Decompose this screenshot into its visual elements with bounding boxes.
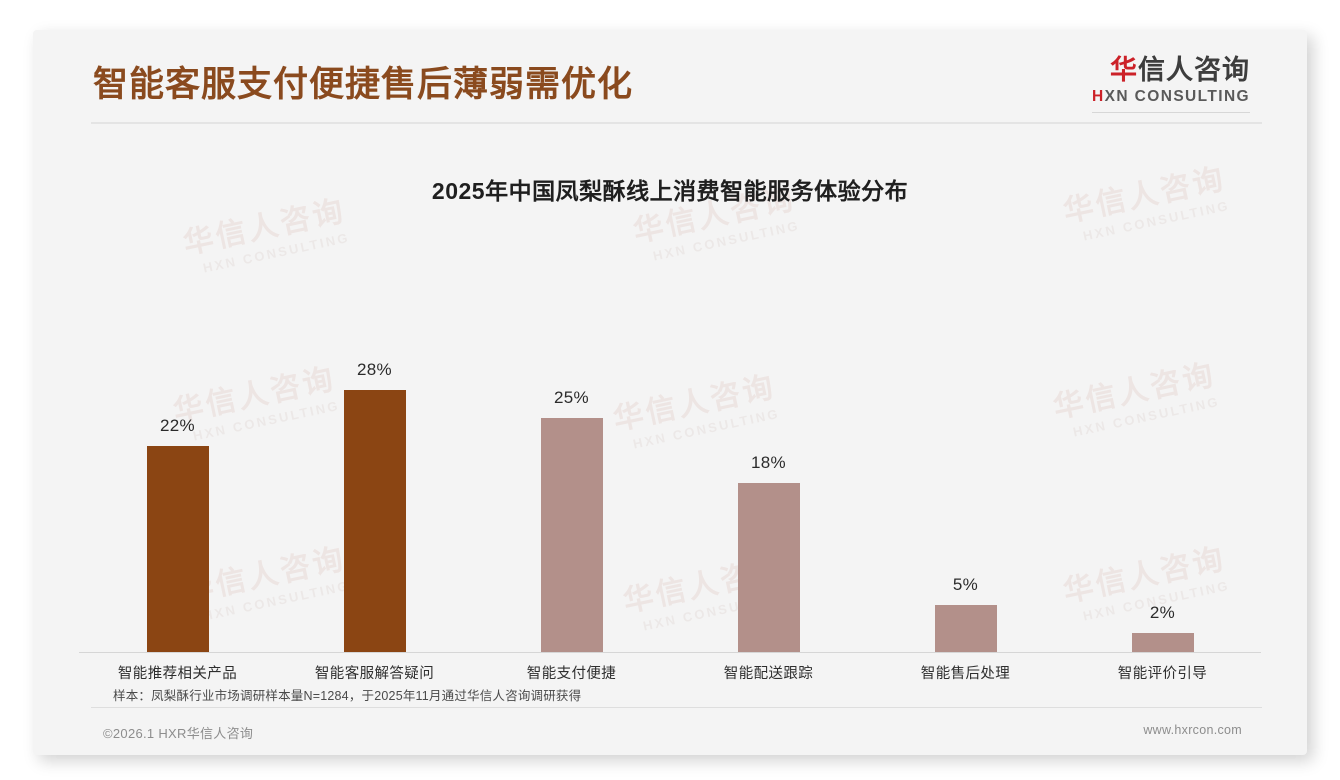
bar-column: 25% bbox=[473, 226, 670, 652]
x-axis-label: 智能配送跟踪 bbox=[723, 666, 814, 682]
bar-value-label: 18% bbox=[751, 453, 786, 472]
bar-series: 22% 28% 25% 18% 5% bbox=[79, 226, 1261, 652]
header-divider bbox=[91, 122, 1262, 124]
logo-en-rest: XN CONSULTING bbox=[1104, 88, 1250, 106]
x-axis-label: 智能推荐相关产品 bbox=[117, 666, 238, 682]
brand-logo: 华信人咨询 HXN CONSULTING bbox=[1092, 56, 1250, 114]
logo-chinese-text: 华信人咨询 bbox=[1092, 56, 1250, 84]
x-axis-labels: 智能推荐相关产品 智能客服解答疑问 智能支付便捷 智能配送跟踪 智能售后处理 智… bbox=[79, 662, 1261, 683]
bar-value-label: 25% bbox=[554, 388, 589, 407]
footer-divider bbox=[91, 707, 1262, 708]
bar-column: 22% bbox=[79, 226, 276, 652]
bar-chart-plot: 22% 28% 25% 18% 5% bbox=[79, 226, 1261, 682]
bar-column: 5% bbox=[867, 226, 1064, 652]
bar-column: 18% bbox=[670, 226, 867, 652]
logo-underline bbox=[1092, 112, 1250, 114]
logo-en-accent: H bbox=[1092, 88, 1105, 106]
bar-value-label: 28% bbox=[357, 360, 392, 379]
chart-title: 2025年中国凤梨酥线上消费智能服务体验分布 bbox=[431, 178, 909, 204]
bar-value-label: 5% bbox=[952, 575, 979, 594]
bar-rect[interactable] bbox=[540, 418, 603, 652]
website-url[interactable]: www.hxrcon.com bbox=[1143, 723, 1242, 737]
bar-rect[interactable] bbox=[737, 483, 800, 652]
sample-footnote: 样本：凤梨酥行业市场调研样本量N=1284，于2025年11月通过华信人咨询调研… bbox=[113, 689, 582, 703]
bar-rect[interactable] bbox=[343, 390, 406, 652]
bar-rect[interactable] bbox=[146, 446, 209, 652]
x-axis-label: 智能评价引导 bbox=[1117, 666, 1208, 682]
slide-card: 华信人咨询 HXN CONSULTING 华信人咨询 HXN CONSULTIN… bbox=[33, 30, 1307, 755]
x-axis-label: 智能支付便捷 bbox=[526, 666, 617, 682]
slide-footer: ©2026.1 HXR华信人咨询 www.hxrcon.com bbox=[33, 715, 1307, 755]
bar-column: 2% bbox=[1064, 226, 1261, 652]
page-title: 智能客服支付便捷售后薄弱需优化 bbox=[93, 65, 634, 104]
logo-english-text: HXN CONSULTING bbox=[1092, 88, 1250, 106]
logo-cn-accent: 华 bbox=[1110, 55, 1138, 85]
bar-value-label: 22% bbox=[160, 416, 195, 435]
bar-rect[interactable] bbox=[934, 605, 997, 652]
x-axis-label: 智能售后处理 bbox=[920, 666, 1011, 682]
chart-panel: 2025年中国凤梨酥线上消费智能服务体验分布 22% 28% 25% 18% bbox=[33, 130, 1307, 682]
logo-cn-rest: 信人咨询 bbox=[1138, 55, 1250, 85]
x-axis-line bbox=[79, 652, 1261, 653]
copyright-text: ©2026.1 HXR华信人咨询 bbox=[103, 726, 254, 741]
slide-header: 智能客服支付便捷售后薄弱需优化 华信人咨询 HXN CONSULTING bbox=[33, 30, 1307, 122]
bar-rect[interactable] bbox=[1131, 633, 1194, 652]
bar-column: 28% bbox=[276, 226, 473, 652]
x-axis-label: 智能客服解答疑问 bbox=[314, 666, 435, 682]
bar-value-label: 2% bbox=[1149, 603, 1176, 622]
